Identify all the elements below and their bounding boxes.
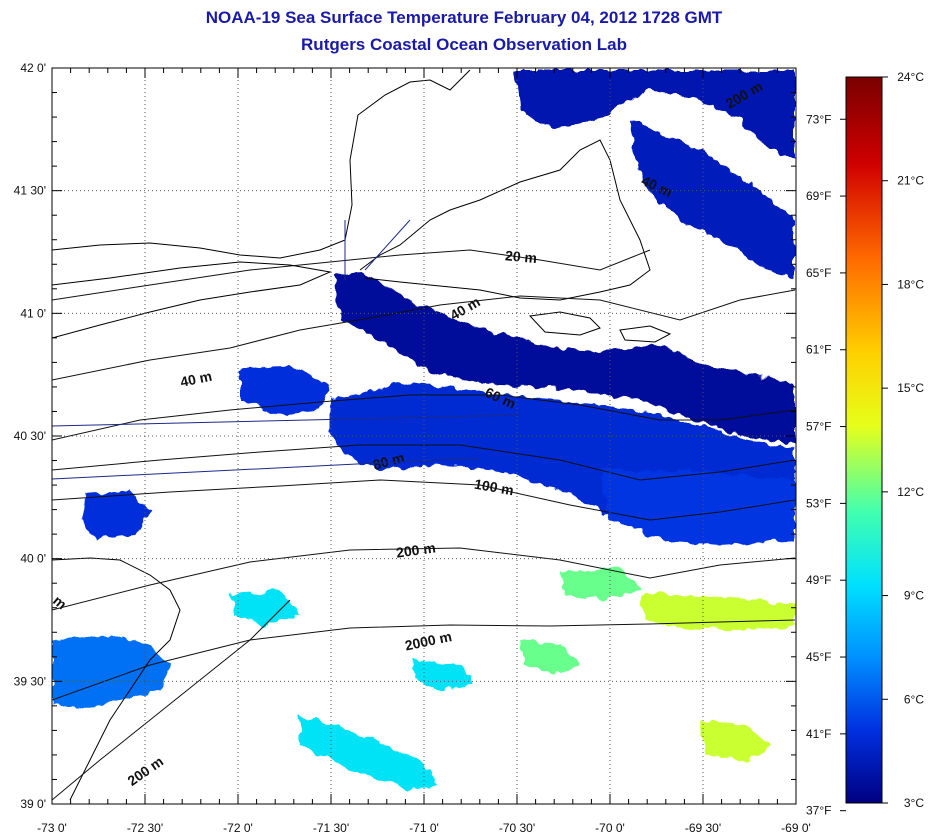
colorbar-celsius-label: 12°C: [897, 485, 924, 499]
colorbar-celsius-label: 21°C: [897, 174, 924, 188]
sst-patch-nantucket-shoals-wedge: [335, 272, 795, 445]
colorbar: [845, 76, 883, 804]
sst-patch-gulf-of-maine-north: [515, 70, 795, 160]
map-content: 200 m 40 m 20 m 40 m 40 m 60 m 80 m 100 …: [52, 69, 796, 801]
lon-tick-label: -70 0': [595, 821, 625, 835]
contour-80m: [52, 444, 796, 481]
contour-label-200m: 200 m: [395, 539, 437, 560]
coastline-layer: [52, 69, 672, 801]
map-title: NOAA-19 Sea Surface Temperature February…: [205, 8, 723, 27]
lat-tick-label: 42 0': [20, 61, 46, 75]
colorbar-ticks: 24°C 21°C 18°C 15°C 12°C 9°C 6°C 3°C 73°F 69°F 65°…: [806, 70, 924, 818]
sst-patch-georges-bank-channel: [630, 120, 795, 280]
colorbar-fahrenheit-label: 69°F: [806, 189, 831, 203]
colorbar-celsius-label: 18°C: [897, 277, 924, 291]
lat-tick-label: 40 0': [20, 552, 46, 566]
sst-patch-gulf-stream-warm-east: [640, 595, 795, 760]
colorbar-celsius-label: 6°C: [904, 692, 924, 706]
martha-vineyard-nantucket-outline: [528, 311, 672, 343]
colorbar-fahrenheit-label: 73°F: [806, 112, 831, 126]
sst-patch-slope-sea-southeast: [520, 568, 640, 675]
colorbar-fahrenheit-label: 37°F: [806, 804, 831, 818]
lon-tick-label: -71 30': [313, 821, 349, 835]
sst-patch-slope-sea-south: [230, 590, 475, 790]
long-island-outline: [52, 261, 332, 339]
connecticut-coast-outline: [52, 69, 471, 259]
colorbar-fahrenheit-label: 65°F: [806, 266, 831, 280]
shipping-lanes: [52, 219, 521, 480]
graticule: [52, 68, 796, 804]
lon-tick-label: -69 30': [685, 821, 721, 835]
colorbar-celsius-label: 15°C: [897, 381, 924, 395]
contour-60m: [52, 394, 796, 441]
lon-tick-label: -72 30': [127, 821, 163, 835]
colorbar-celsius-label: 3°C: [904, 796, 924, 810]
colorbar-celsius-label: 9°C: [904, 589, 924, 603]
sst-patch-new-york-bight-southwest: [52, 635, 170, 710]
lon-tick-label: -70 30': [499, 821, 535, 835]
axis-ticks: -73 0' -72 30' -72 0' -71 30' -71 0' -70 30' -…: [14, 61, 811, 835]
colorbar-celsius-label: 24°C: [897, 70, 924, 84]
lon-tick-label: -71 0': [409, 821, 439, 835]
lat-tick-label: 39 0': [20, 797, 46, 811]
sst-patch-mid-shelf-east: [600, 470, 795, 545]
colorbar-fahrenheit-label: 49°F: [806, 573, 831, 587]
colorbar-fahrenheit-label: 53°F: [806, 496, 831, 510]
contour-2000m: [52, 619, 796, 701]
contour-label-20m: 20 m: [504, 247, 537, 266]
lat-tick-label: 40 30': [14, 429, 46, 443]
lat-tick-label: 41 30': [14, 184, 46, 198]
contour-label-100m: 100 m: [473, 476, 515, 499]
map-subtitle: Rutgers Coastal Ocean Observation Lab: [301, 35, 627, 54]
lat-tick-label: 41 0': [20, 306, 46, 320]
contour-100m: [52, 479, 796, 521]
colorbar-fahrenheit-label: 57°F: [806, 420, 831, 434]
rhode-island-cape-cod-outline: [359, 139, 651, 301]
contour-20m: [52, 249, 651, 301]
lat-tick-label: 39 30': [14, 674, 46, 688]
new-jersey-coast-outline: [52, 557, 181, 801]
lon-tick-label: -69 0': [781, 821, 811, 835]
colorbar-fahrenheit-label: 45°F: [806, 650, 831, 664]
contour-label-80m: 80 m: [371, 449, 406, 473]
contour-200m: [52, 547, 796, 611]
sst-layer: [52, 70, 795, 790]
colorbar-fahrenheit-label: 41°F: [806, 727, 831, 741]
contour-label-40m-west: 40 m: [179, 368, 214, 390]
contour-200m-south: [52, 599, 291, 801]
sst-patch-long-island-offshore: [80, 365, 330, 540]
colorbar-fahrenheit-label: 61°F: [806, 343, 831, 357]
lon-tick-label: -73 0': [37, 821, 67, 835]
lon-tick-label: -72 0': [223, 821, 253, 835]
